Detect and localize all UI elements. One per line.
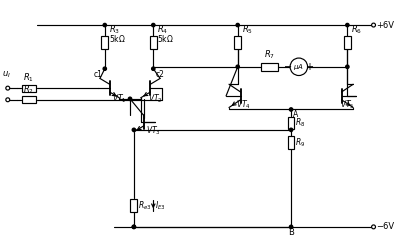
Text: $I_{E3}$: $I_{E3}$ xyxy=(155,199,166,212)
Bar xyxy=(22,85,36,91)
Text: $R_5$: $R_5$ xyxy=(242,23,252,36)
Circle shape xyxy=(103,24,106,27)
Text: $VT_1$: $VT_1$ xyxy=(111,93,126,106)
Circle shape xyxy=(346,65,349,68)
Bar xyxy=(288,136,295,149)
Circle shape xyxy=(103,67,106,70)
Circle shape xyxy=(372,225,376,229)
Circle shape xyxy=(290,128,293,132)
Circle shape xyxy=(236,65,239,68)
Circle shape xyxy=(152,67,155,70)
Text: $u_I$: $u_I$ xyxy=(2,70,11,80)
Circle shape xyxy=(128,97,132,100)
Text: $VT_3$: $VT_3$ xyxy=(145,124,160,136)
Text: −6V: −6V xyxy=(376,222,395,232)
Text: c2: c2 xyxy=(155,70,164,79)
Circle shape xyxy=(132,225,135,228)
Text: +: + xyxy=(305,62,314,72)
Text: $R_2$: $R_2$ xyxy=(23,84,34,96)
Text: $R_{e3}$: $R_{e3}$ xyxy=(138,199,151,212)
Text: $R_9$: $R_9$ xyxy=(295,136,305,149)
Bar xyxy=(344,36,351,49)
Circle shape xyxy=(290,58,308,76)
Bar xyxy=(234,36,241,49)
Circle shape xyxy=(6,86,10,90)
Text: $R_1$: $R_1$ xyxy=(23,72,34,84)
Text: $VT_2$: $VT_2$ xyxy=(149,93,163,106)
Text: $R_3$: $R_3$ xyxy=(109,23,120,36)
Circle shape xyxy=(372,23,376,27)
Text: $VT_4$: $VT_4$ xyxy=(236,99,251,111)
Circle shape xyxy=(290,225,293,228)
Bar xyxy=(150,36,157,49)
Bar xyxy=(130,199,137,212)
Text: $R_7$: $R_7$ xyxy=(264,48,275,61)
Text: $R_4$: $R_4$ xyxy=(157,23,168,36)
Circle shape xyxy=(290,108,293,111)
Text: $R_6$: $R_6$ xyxy=(351,23,362,36)
Circle shape xyxy=(6,98,10,102)
Text: A: A xyxy=(293,110,298,120)
Bar xyxy=(288,117,295,129)
Circle shape xyxy=(132,128,135,132)
Text: $\mu A$: $\mu A$ xyxy=(293,62,304,72)
Text: $VT_5$: $VT_5$ xyxy=(340,99,354,111)
Circle shape xyxy=(346,24,349,27)
Circle shape xyxy=(152,24,155,27)
Circle shape xyxy=(132,225,135,228)
Text: 5k$\Omega$: 5k$\Omega$ xyxy=(109,34,126,44)
Text: 5k$\Omega$: 5k$\Omega$ xyxy=(157,34,174,44)
Bar xyxy=(261,63,278,71)
Text: B: B xyxy=(288,228,294,237)
Text: c1: c1 xyxy=(94,70,103,79)
Bar xyxy=(102,36,108,49)
Text: +6V: +6V xyxy=(376,20,395,30)
Text: $R_8$: $R_8$ xyxy=(295,117,305,129)
Text: −: − xyxy=(284,62,292,72)
Bar xyxy=(22,96,36,103)
Circle shape xyxy=(236,24,239,27)
